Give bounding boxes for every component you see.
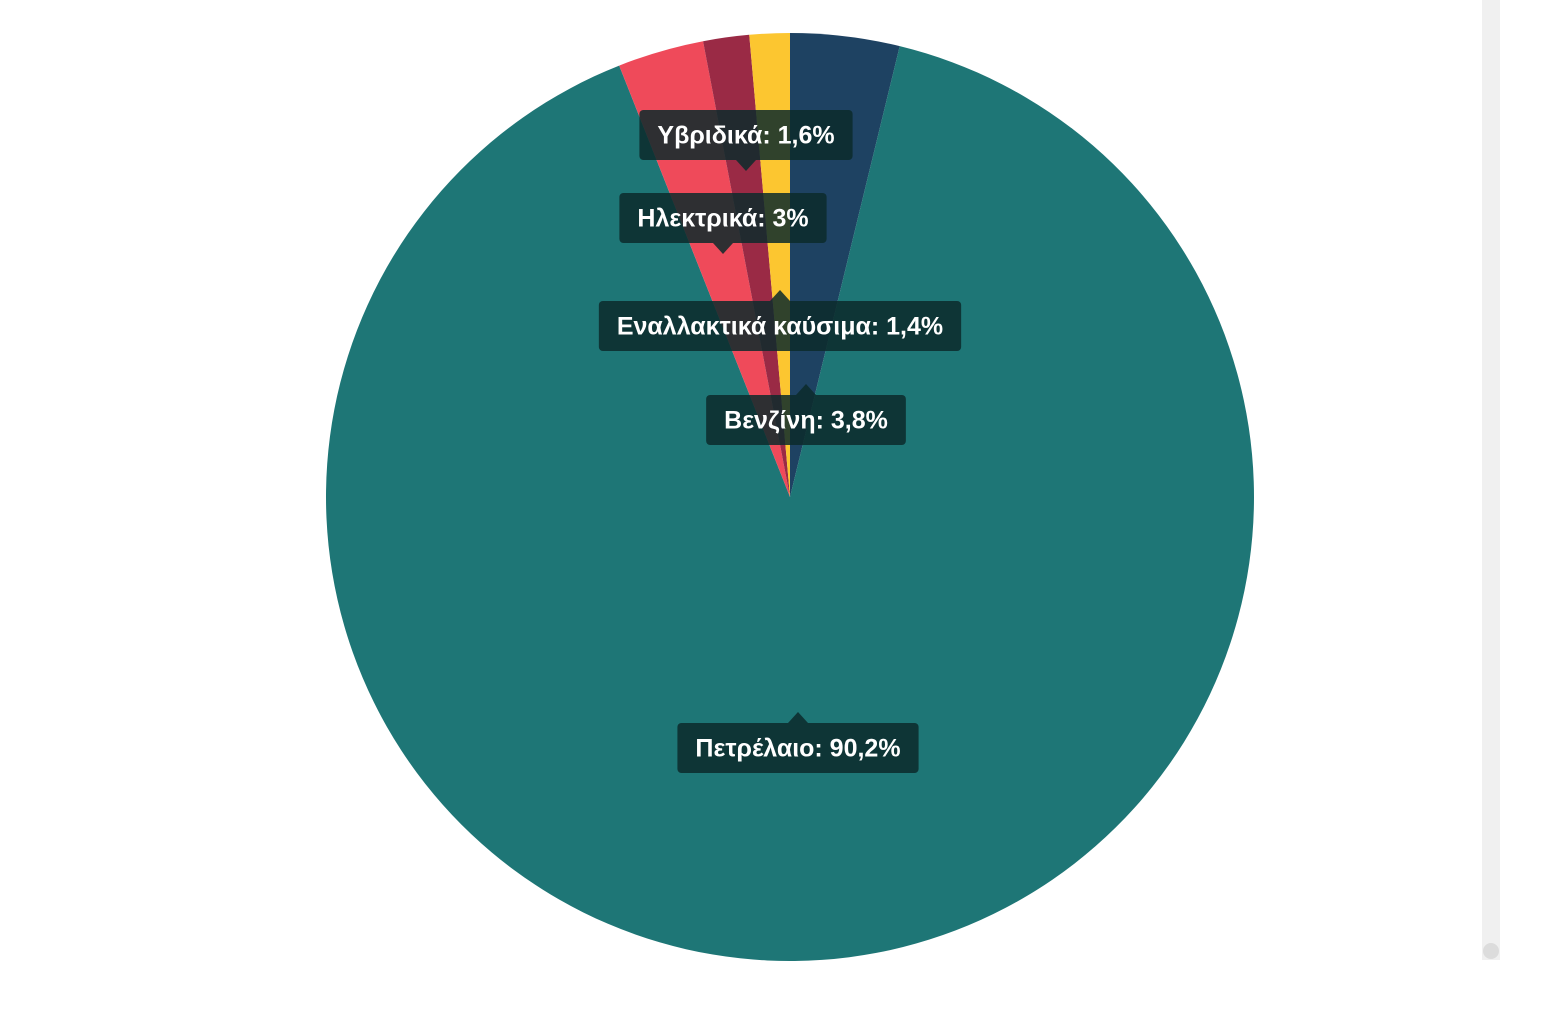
tooltip-box xyxy=(639,110,853,160)
data-label: Εναλλακτικά καύσιμα: 1,4% xyxy=(617,313,943,341)
scrollbar-thumb[interactable] xyxy=(1483,943,1499,959)
scrollbar-track[interactable] xyxy=(1482,0,1500,960)
pie-slice xyxy=(325,46,1254,961)
tooltip-pointer xyxy=(788,712,808,723)
pie xyxy=(325,33,1254,961)
tooltip-box xyxy=(677,723,919,773)
tooltip-box xyxy=(619,193,827,243)
tooltip-pointer xyxy=(713,243,733,254)
data-label: Ηλεκτρικά: 3% xyxy=(637,205,808,233)
tooltip-pointer xyxy=(770,290,790,301)
data-label: Βενζίνη: 3,8% xyxy=(724,407,888,435)
data-label: Υβριδικά: 1,6% xyxy=(657,122,834,150)
tooltip-box xyxy=(598,301,962,351)
tooltip-pointer xyxy=(736,160,756,171)
tooltip-pointer xyxy=(796,384,816,395)
labels: Βενζίνη: 3,8% Πετρέλαιο: 90,2% Ηλεκτρικά: … xyxy=(598,110,962,773)
data-label: Πετρέλαιο: 90,2% xyxy=(695,735,900,763)
tooltip-box xyxy=(706,395,906,445)
